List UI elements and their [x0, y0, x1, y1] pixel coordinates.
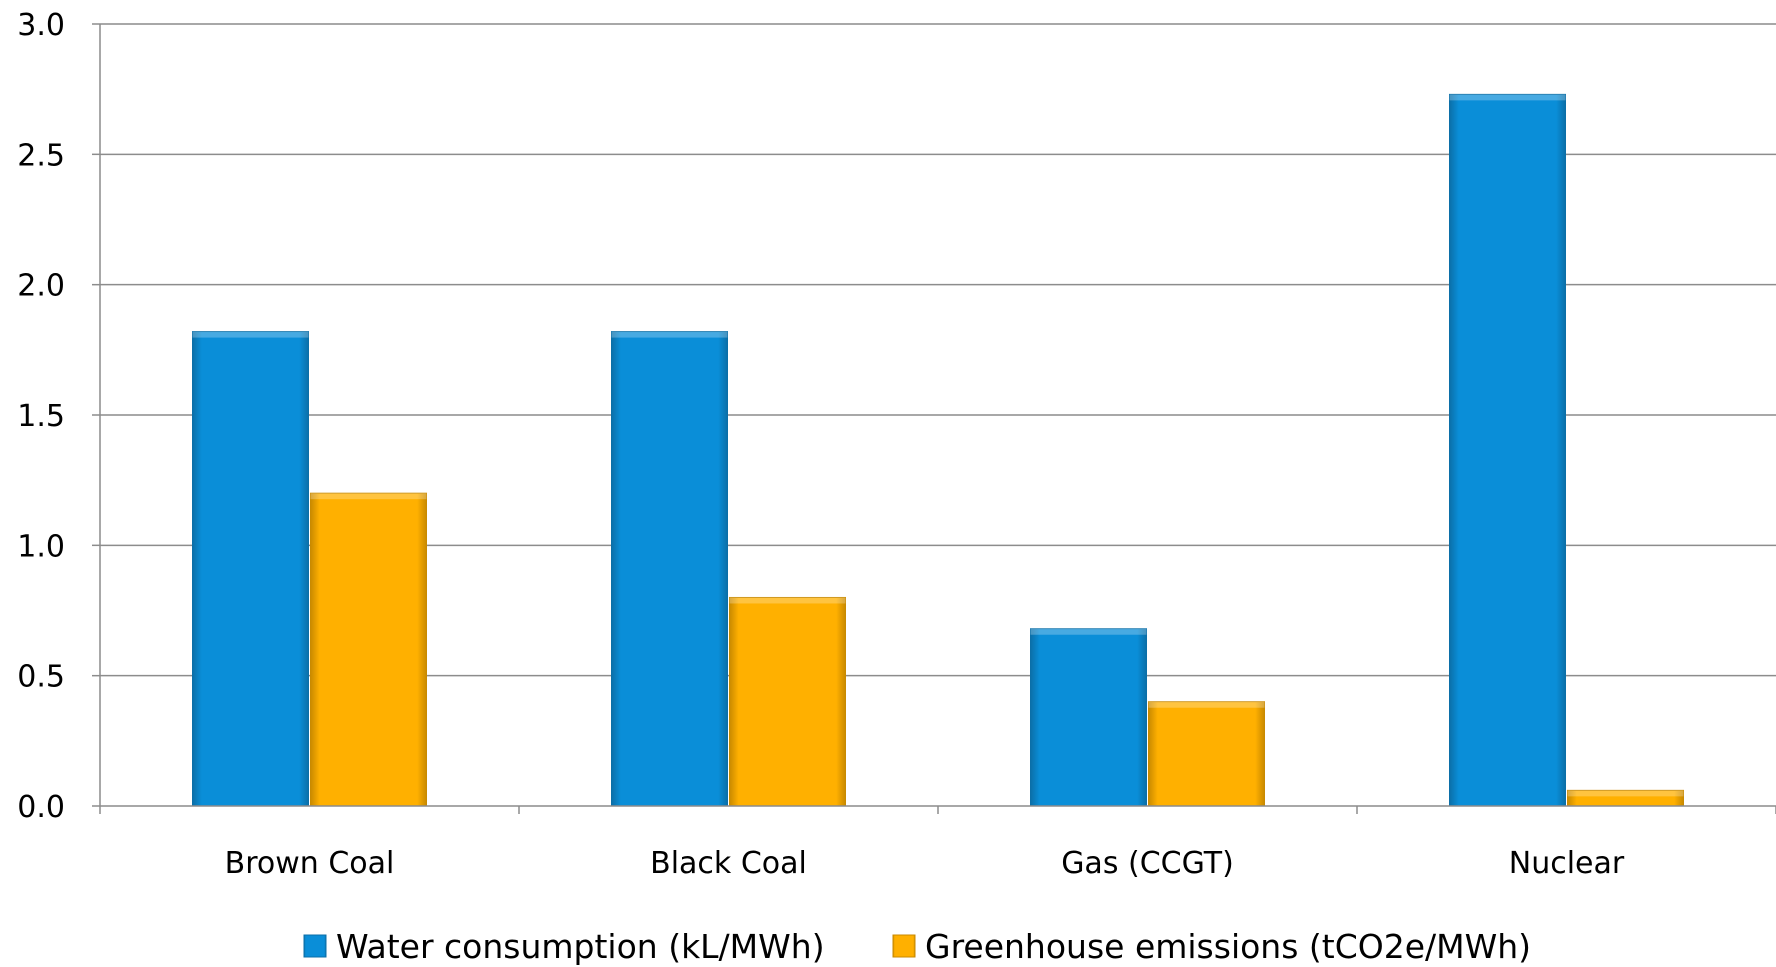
bar-greenhouse: [310, 492, 427, 807]
bar-water: [192, 331, 309, 807]
bar-greenhouse: [729, 596, 846, 807]
bar-top-highlight: [1030, 628, 1147, 635]
x-tick-label: Gas (CCGT): [1061, 846, 1234, 881]
bars: [192, 93, 1684, 807]
x-tick-label: Black Coal: [650, 846, 807, 881]
bar-top-highlight: [729, 597, 846, 604]
legend-label: Water consumption (kL/MWh): [336, 927, 825, 966]
bar-top-highlight: [1148, 701, 1265, 708]
y-tick-label: 3.0: [17, 8, 65, 43]
y-tick-label: 2.0: [17, 269, 65, 304]
bar-top-highlight: [1449, 94, 1566, 101]
bar-top-highlight: [192, 331, 309, 338]
bar-top-highlight: [611, 331, 728, 338]
legend-swatch: [892, 934, 916, 958]
bar-greenhouse: [1148, 701, 1265, 807]
y-tick-label: 1.5: [17, 399, 65, 434]
x-tick-label: Brown Coal: [225, 846, 395, 881]
legend-label: Greenhouse emissions (tCO2e/MWh): [925, 927, 1531, 966]
y-tick-label: 1.0: [17, 529, 65, 564]
y-axis: 0.0 0.5 1.0 1.5 2.0 2.5 3.0: [17, 8, 101, 825]
y-tick-label: 0.5: [17, 660, 65, 695]
legend-swatch: [303, 934, 327, 958]
bar-water: [1030, 628, 1147, 807]
bar-water: [611, 331, 728, 807]
bar-top-highlight: [1567, 790, 1684, 797]
x-tick-label: Nuclear: [1509, 846, 1625, 881]
y-tick-label: 0.0: [17, 790, 65, 825]
bar-top-highlight: [310, 493, 427, 500]
y-tick-label: 2.5: [17, 138, 65, 173]
legend: Water consumption (kL/MWh) Greenhouse emi…: [303, 927, 1531, 966]
bar-water: [1449, 93, 1566, 807]
x-axis: Brown Coal Black Coal Gas (CCGT) Nuclear: [99, 805, 1776, 881]
